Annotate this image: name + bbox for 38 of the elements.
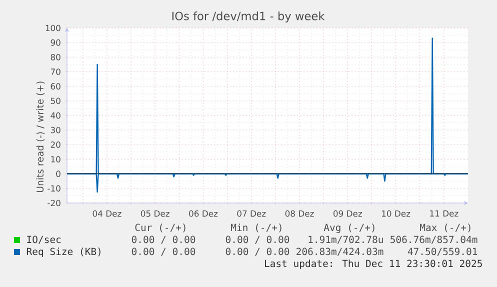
text: 506.76m/857.04m <box>390 236 478 244</box>
x-tick-label: 09 Dez <box>333 210 362 217</box>
y-axis-title: Units read (-) / write (+) <box>36 82 45 192</box>
text: Avg (-/+) <box>324 224 374 234</box>
text: Min (-/+) <box>231 224 282 232</box>
x-tick-label: 04 Dez <box>92 210 122 217</box>
y-tick-label: 50 <box>50 98 60 104</box>
y-tick-label: 10 <box>51 156 60 162</box>
y-tick-label: 80 <box>50 54 60 60</box>
chart-title: IOs for /dev/md1 - by week <box>172 12 325 22</box>
y-tick-label: -20 <box>48 200 60 206</box>
x-tick-label: 08 Dez <box>285 210 314 217</box>
text: 0.00 / 0.00 <box>226 236 290 244</box>
y-tick-label: 0 <box>56 170 60 178</box>
legend-label: IO/sec <box>27 236 61 244</box>
text: 0.00 / 0.00 <box>132 236 196 244</box>
y-tick-label: 20 <box>50 141 60 148</box>
y-tick-label: 100 <box>46 24 60 32</box>
text: Max (-/+) <box>420 224 470 232</box>
y-tick-label: 60 <box>50 83 60 90</box>
text: 47.50/559.01 <box>408 248 478 256</box>
y-tick-label: 30 <box>50 126 60 134</box>
y-tick-label: 70 <box>50 68 60 75</box>
text: Last update: Thu Dec 11 23:30:01 2025 <box>264 260 482 270</box>
x-tick-label: 11 Dez <box>430 210 458 217</box>
text: 0.00 / 0.00 <box>132 248 196 256</box>
x-tick-label: 05 Dez <box>140 210 170 217</box>
text: Cur (-/+) <box>135 224 186 232</box>
y-tick-label: 40 <box>50 112 60 119</box>
y-tick-label: 90 <box>50 39 60 46</box>
y-tick-label: -10 <box>48 185 60 192</box>
legend-label: Req Size (KB) <box>26 248 100 258</box>
text: 206.83m/424.03m <box>296 248 384 256</box>
x-tick-label: 07 Dez <box>237 210 266 217</box>
x-tick-label: 10 Dez <box>382 210 410 217</box>
x-tick-label: 06 Dez <box>189 210 218 217</box>
text: 1.91m/702.78u <box>308 236 383 244</box>
text: 0.00 / 0.00 <box>226 248 290 256</box>
